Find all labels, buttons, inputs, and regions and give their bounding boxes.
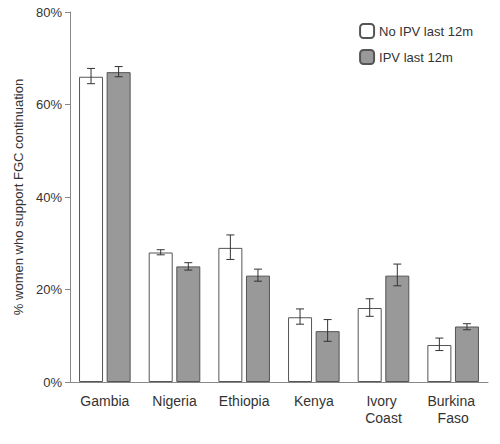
svg-text:Coast: Coast (365, 410, 402, 426)
svg-text:60%: 60% (36, 97, 62, 112)
svg-text:% women who support FGC contin: % women who support FGC continuation (11, 79, 26, 315)
svg-text:Nigeria: Nigeria (152, 393, 197, 409)
svg-text:IPV last 12m: IPV last 12m (379, 50, 453, 65)
svg-text:Burkina: Burkina (427, 393, 478, 409)
svg-text:Ethiopia: Ethiopia (219, 393, 270, 409)
svg-text:Kenya: Kenya (294, 393, 334, 409)
svg-text:Gambia: Gambia (80, 393, 129, 409)
svg-text:80%: 80% (36, 5, 62, 20)
svg-text:40%: 40% (36, 190, 62, 205)
svg-text:20%: 20% (36, 282, 62, 297)
svg-text:0%: 0% (43, 375, 62, 390)
svg-text:Faso: Faso (438, 410, 469, 426)
svg-text:No IPV last 12m: No IPV last 12m (379, 24, 473, 39)
svg-text:Ivory: Ivory (366, 393, 400, 409)
